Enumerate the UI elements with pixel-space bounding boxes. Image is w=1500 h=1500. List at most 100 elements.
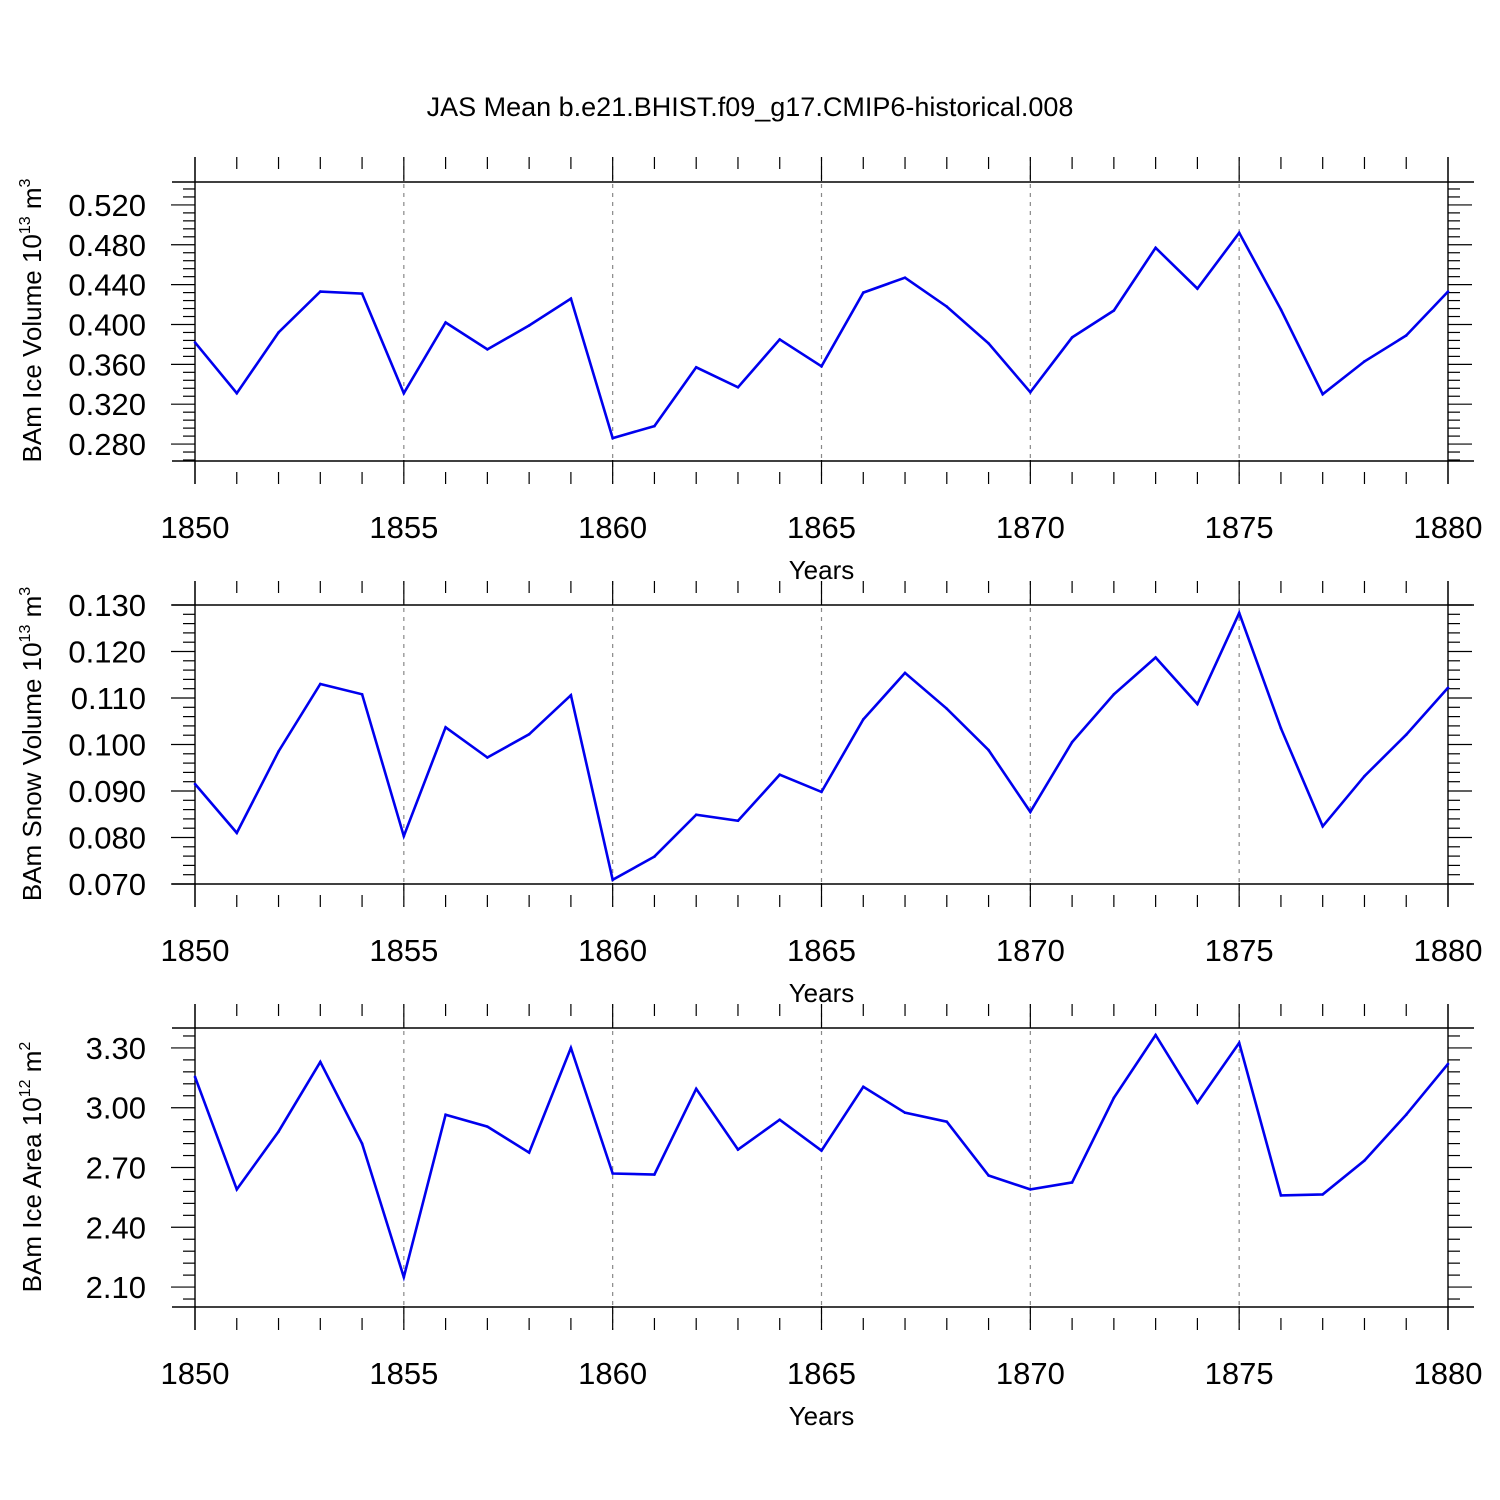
data-point: [694, 813, 698, 817]
data-point: [1446, 686, 1450, 690]
data-point: [486, 1125, 489, 1128]
data-point: [1112, 692, 1116, 696]
data-point: [1029, 810, 1032, 814]
x-tick-label: 1875: [1205, 1356, 1274, 1391]
y-tick-label: 3.30: [86, 1031, 146, 1066]
data-point: [1446, 1062, 1450, 1066]
data-point: [1404, 1113, 1408, 1116]
data-point: [1196, 1101, 1199, 1105]
y-tick-label: 3.00: [86, 1091, 146, 1126]
data-point: [861, 1085, 865, 1089]
data-point: [945, 1120, 949, 1123]
y-tick-label: 0.100: [68, 728, 146, 763]
x-tick-label: 1850: [161, 510, 230, 545]
data-point: [193, 1075, 197, 1079]
chart-title: JAS Mean b.e21.BHIST.f09_g17.CMIP6-histo…: [426, 92, 1074, 122]
data-point: [444, 725, 447, 729]
y-tick-label: 0.280: [68, 427, 146, 462]
y-tick-label: 0.070: [68, 867, 146, 902]
x-tick-label: 1855: [369, 933, 438, 968]
x-tick-label: 1880: [1414, 510, 1483, 545]
x-tick-label: 1880: [1414, 933, 1483, 968]
data-point: [486, 348, 489, 351]
data-point: [360, 1142, 364, 1145]
data-point: [611, 436, 614, 440]
data-point: [1154, 1033, 1157, 1037]
data-point: [402, 834, 406, 838]
data-point: [319, 1060, 322, 1064]
data-point: [444, 1113, 447, 1116]
data-point: [987, 1174, 990, 1177]
data-point: [527, 1151, 531, 1154]
x-tick-label: 1865: [787, 1356, 856, 1391]
data-point: [1279, 308, 1283, 311]
x-tick-label: 1870: [996, 510, 1065, 545]
data-point: [1404, 334, 1408, 337]
data-point: [1196, 287, 1199, 290]
series-line: [193, 230, 1449, 440]
y-tick-label: 0.480: [68, 228, 146, 263]
data-point: [360, 692, 364, 696]
data-point: [1237, 611, 1241, 615]
data-point: [861, 718, 865, 721]
data-point: [569, 297, 573, 300]
data-point: [235, 1188, 239, 1191]
x-tick-label: 1875: [1205, 933, 1274, 968]
data-point: [736, 819, 740, 823]
data-point: [1029, 1188, 1032, 1191]
data-point: [987, 342, 990, 345]
y-tick-label: 2.70: [86, 1151, 146, 1186]
x-tick-label: 1860: [578, 1356, 647, 1391]
data-point: [1070, 336, 1074, 339]
data-point: [486, 756, 489, 759]
data-point: [444, 321, 447, 324]
data-point: [402, 1275, 406, 1279]
data-point: [778, 773, 782, 777]
data-point: [1237, 231, 1241, 235]
x-tick-label: 1875: [1205, 510, 1274, 545]
data-point: [1404, 733, 1408, 737]
data-point: [1279, 1194, 1283, 1197]
x-axis-label: Years: [789, 555, 855, 585]
data-point: [277, 750, 280, 753]
y-tick-label: 0.120: [68, 635, 146, 670]
data-point: [945, 707, 949, 710]
data-point: [1321, 1193, 1324, 1196]
data-point: [736, 385, 740, 389]
x-tick-label: 1855: [369, 1356, 438, 1391]
x-tick-label: 1860: [578, 510, 647, 545]
x-tick-label: 1865: [787, 933, 856, 968]
y-tick-label: 0.130: [68, 588, 146, 623]
panel-1: 0.520 0.480 0.440 0.400 0.360 0.320 0.280 1850 1…: [17, 157, 1482, 585]
y-tick-label: 2.10: [86, 1270, 146, 1305]
data-point: [1363, 1159, 1366, 1162]
data-point: [569, 1046, 573, 1050]
data-point: [778, 1118, 782, 1121]
y-tick-label: 0.110: [71, 681, 146, 716]
x-tick-label: 1850: [161, 1356, 230, 1391]
data-point: [1154, 656, 1157, 659]
y-axis-label: BAm Ice Area 1012 m2: [17, 1042, 47, 1293]
data-point: [235, 391, 239, 395]
data-point: [1029, 390, 1032, 394]
data-point: [1112, 309, 1116, 312]
data-point: [193, 341, 197, 344]
x-tick-label: 1860: [578, 933, 647, 968]
data-point: [653, 1173, 656, 1176]
data-point: [277, 1130, 280, 1133]
data-point: [1321, 825, 1324, 828]
data-point: [1363, 360, 1366, 363]
data-point: [694, 366, 698, 369]
data-point: [319, 290, 322, 293]
x-axis-label: Years: [789, 978, 855, 1008]
x-tick-label: 1850: [161, 933, 230, 968]
data-point: [319, 682, 322, 686]
y-axis-label: BAm Snow Volume 1013 m3: [17, 587, 47, 901]
panel-3: 3.30 3.00 2.70 2.40 2.10 1850 1855 1860 1865 1870…: [17, 1004, 1482, 1431]
data-point: [1070, 1181, 1074, 1184]
data-point: [1112, 1096, 1116, 1100]
data-point: [820, 1149, 823, 1152]
x-tick-label: 1855: [369, 510, 438, 545]
y-tick-label: 0.090: [68, 774, 146, 809]
data-point: [820, 790, 823, 794]
